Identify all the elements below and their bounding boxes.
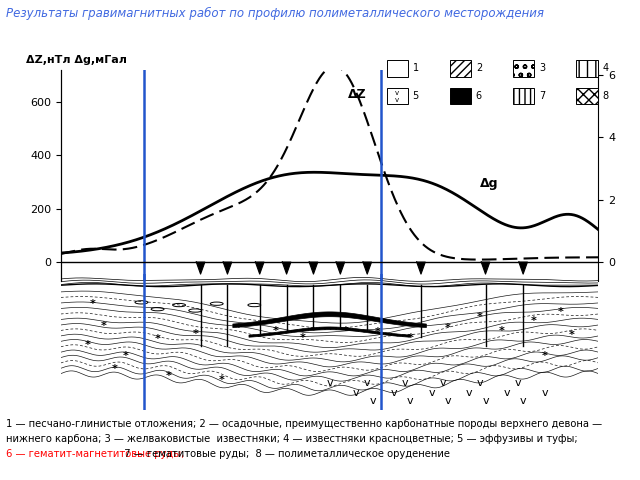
- Text: 4: 4: [602, 63, 608, 73]
- Bar: [513, 88, 534, 104]
- Bar: [387, 88, 408, 104]
- Text: 6: 6: [476, 91, 482, 101]
- Text: 1 — песчано-глинистые отложения; 2 — осадочные, преимущественно карбонатные поро: 1 — песчано-глинистые отложения; 2 — оса…: [6, 419, 602, 429]
- Text: *: *: [568, 330, 575, 340]
- Text: v: v: [504, 388, 510, 397]
- Text: *: *: [122, 351, 128, 360]
- Text: *: *: [541, 351, 548, 360]
- Text: нижнего карбона; 3 — желваковистые  известняки; 4 — известняки красноцветные; 5 : нижнего карбона; 3 — желваковистые извес…: [6, 434, 578, 444]
- Text: *: *: [375, 327, 381, 337]
- Text: v: v: [326, 378, 333, 388]
- Text: *: *: [558, 307, 564, 317]
- Text: *: *: [192, 329, 198, 339]
- Polygon shape: [255, 262, 264, 274]
- Text: 8: 8: [602, 91, 608, 101]
- Polygon shape: [519, 262, 527, 274]
- Text: v: v: [466, 388, 473, 397]
- Text: 3: 3: [539, 63, 545, 73]
- Text: *: *: [111, 364, 118, 374]
- Text: *: *: [531, 316, 537, 326]
- Polygon shape: [363, 262, 372, 274]
- Text: 7: 7: [539, 91, 545, 101]
- Text: ΔZ: ΔZ: [348, 88, 367, 101]
- Text: v: v: [401, 378, 408, 388]
- Text: ΔZ,нТл Δg,мГал: ΔZ,нТл Δg,мГал: [26, 55, 127, 65]
- Text: v
v: v v: [396, 90, 399, 103]
- Polygon shape: [417, 262, 426, 274]
- Bar: [576, 60, 598, 77]
- Polygon shape: [233, 312, 426, 327]
- Polygon shape: [196, 262, 205, 274]
- Bar: [513, 60, 534, 77]
- Text: v: v: [407, 396, 413, 406]
- Text: *: *: [499, 326, 504, 336]
- Text: Результаты гравимагнитных работ по профилю полиметаллического месторождения: Результаты гравимагнитных работ по профи…: [6, 7, 545, 20]
- Text: v: v: [353, 388, 360, 397]
- Text: *: *: [101, 321, 107, 331]
- Text: *: *: [445, 324, 451, 333]
- Polygon shape: [481, 262, 490, 274]
- Text: v: v: [477, 378, 483, 388]
- Text: v: v: [520, 396, 527, 406]
- Text: v: v: [439, 378, 446, 388]
- Text: v: v: [515, 378, 521, 388]
- Text: 6 — гематит-магнетитовые руды;: 6 — гематит-магнетитовые руды;: [6, 449, 185, 459]
- Bar: [576, 88, 598, 104]
- Text: v: v: [364, 378, 371, 388]
- Text: 2: 2: [476, 63, 482, 73]
- Polygon shape: [282, 262, 291, 274]
- Text: v: v: [391, 388, 397, 397]
- Text: 7 — гематитовые руды;  8 — полиметаллическое оруденение: 7 — гематитовые руды; 8 — полиметалличес…: [118, 449, 451, 459]
- Text: v: v: [541, 388, 548, 397]
- Text: 1: 1: [413, 63, 419, 73]
- Bar: [387, 60, 408, 77]
- Polygon shape: [336, 262, 345, 274]
- Text: *: *: [219, 375, 225, 385]
- Text: *: *: [407, 333, 413, 343]
- Text: v: v: [445, 396, 451, 406]
- Text: Δg: Δg: [480, 177, 499, 190]
- Bar: [450, 88, 471, 104]
- Text: *: *: [90, 299, 96, 309]
- Polygon shape: [249, 327, 410, 337]
- Text: *: *: [84, 340, 91, 350]
- Text: *: *: [273, 326, 279, 336]
- Text: v: v: [369, 396, 376, 406]
- Text: *: *: [165, 371, 172, 381]
- Polygon shape: [223, 262, 232, 274]
- Bar: [450, 60, 471, 77]
- Text: v: v: [428, 388, 435, 397]
- Text: *: *: [343, 326, 349, 336]
- Text: *: *: [155, 334, 161, 344]
- Text: *: *: [300, 333, 306, 343]
- Text: *: *: [477, 312, 483, 323]
- Polygon shape: [309, 262, 318, 274]
- Text: v: v: [482, 396, 489, 406]
- Text: *: *: [236, 324, 241, 333]
- Text: 5: 5: [413, 91, 419, 101]
